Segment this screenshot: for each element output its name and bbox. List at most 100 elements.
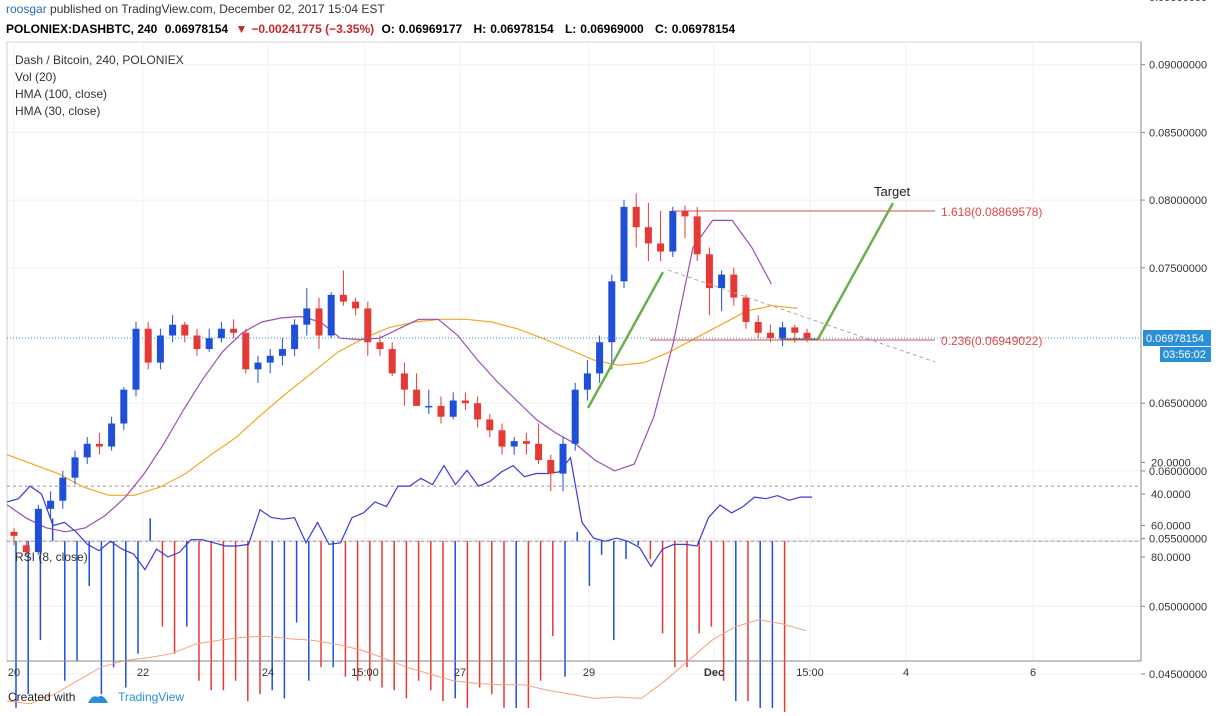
candle-body bbox=[791, 327, 799, 333]
price-tick-label: 0.06000000 bbox=[1149, 466, 1207, 478]
candle-body bbox=[108, 423, 116, 447]
candle-body bbox=[620, 206, 628, 282]
candle-body bbox=[83, 443, 91, 458]
target-label: Target bbox=[874, 184, 911, 199]
countdown-tag-label: 03:56:02 bbox=[1163, 349, 1206, 361]
candle-body bbox=[718, 274, 726, 289]
price-tick-label: 0.06500000 bbox=[1149, 398, 1207, 410]
price-tick-label: 0.07500000 bbox=[1149, 263, 1207, 275]
candle-body bbox=[364, 308, 372, 343]
tradingview-logo-icon bbox=[87, 695, 108, 703]
time-tick-label: 24 bbox=[262, 667, 274, 679]
fib-0236-label: 0.236(0.06949022) bbox=[941, 334, 1042, 348]
candle-body bbox=[632, 206, 640, 228]
candle-body bbox=[644, 227, 652, 244]
price-tick-label: 0.08000000 bbox=[1149, 195, 1207, 207]
candle-body bbox=[205, 338, 213, 350]
candle-body bbox=[59, 477, 67, 501]
countdown-tag bbox=[1160, 347, 1211, 362]
candle-body bbox=[254, 362, 262, 370]
hma100-line bbox=[6, 305, 798, 496]
candle-body bbox=[156, 335, 164, 363]
price-tick-label: 0.04500000 bbox=[1149, 669, 1207, 681]
chart-grid bbox=[6, 41, 1142, 675]
ohlc-header: POLONIEX:DASHBTC, 240 0.06978154 ▼ −0.002… bbox=[6, 22, 743, 36]
time-tick-label: 29 bbox=[583, 667, 595, 679]
volume-ma-line bbox=[6, 619, 807, 705]
open-label: O: bbox=[381, 22, 395, 36]
rsi-pane-frame bbox=[6, 540, 1142, 662]
rsi-tick-label: 40.0000 bbox=[1151, 489, 1191, 501]
candle-body bbox=[730, 274, 738, 298]
dashed-trendline bbox=[667, 269, 936, 363]
price-tick-label: 0.09000000 bbox=[1149, 60, 1207, 72]
candle-body bbox=[425, 405, 433, 408]
candle-body bbox=[669, 210, 677, 252]
candle-body bbox=[388, 349, 396, 374]
rsi-tick-label: 20.0000 bbox=[1151, 458, 1191, 470]
high-label: H: bbox=[473, 22, 487, 36]
time-tick-label: 27 bbox=[454, 667, 466, 679]
candle-body bbox=[474, 403, 482, 420]
candle-body bbox=[47, 500, 55, 509]
candle-body bbox=[705, 254, 713, 289]
high-value: 0.06978154 bbox=[490, 22, 554, 36]
candle-body bbox=[242, 332, 250, 370]
footer: Created with TradingView bbox=[8, 690, 184, 704]
open-value: 0.06969177 bbox=[398, 22, 463, 36]
candle-body bbox=[657, 243, 665, 252]
legend-vol[interactable]: Vol (20) bbox=[15, 70, 57, 84]
publish-info: roosgar published on TradingView.com, De… bbox=[6, 2, 385, 16]
candle-body bbox=[766, 332, 774, 339]
last-price-tag-label: 0.06978154 bbox=[1146, 333, 1204, 345]
candle-body bbox=[779, 327, 787, 339]
candle-body bbox=[742, 297, 750, 322]
legend-rsi[interactable]: RSI (8, close) bbox=[15, 550, 88, 564]
symbol-label: POLONIEX:DASHBTC, 240 bbox=[6, 22, 158, 36]
candle-body bbox=[217, 328, 225, 339]
hma30-line bbox=[6, 219, 772, 533]
legend-hma30[interactable]: HMA (30, close) bbox=[15, 104, 101, 118]
tradingview-link[interactable]: TradingView bbox=[118, 690, 185, 704]
time-tick-label: 20 bbox=[8, 667, 20, 679]
candle-body bbox=[547, 460, 555, 474]
last-price-tag bbox=[1143, 330, 1211, 346]
annotations: Target 1.618(0.08869578) 0.236(0.06949022) bbox=[7, 184, 1141, 409]
fib-1618-label: 1.618(0.08869578) bbox=[941, 205, 1042, 219]
candle-body bbox=[181, 324, 189, 336]
candle-body bbox=[339, 294, 347, 302]
chart-title[interactable]: Dash / Bitcoin, 240, POLONIEX bbox=[15, 53, 184, 67]
indicator-lines bbox=[6, 219, 812, 705]
candle-body bbox=[413, 389, 421, 406]
candle-body bbox=[754, 321, 762, 333]
candle-body bbox=[291, 324, 299, 350]
candle-body bbox=[461, 400, 469, 404]
close-label: C: bbox=[655, 22, 668, 36]
candle-body bbox=[583, 373, 591, 390]
rsi-tick-label: 60.0000 bbox=[1151, 521, 1191, 533]
candle-body bbox=[352, 301, 360, 309]
time-tick-label: 6 bbox=[1030, 667, 1036, 679]
candles bbox=[10, 193, 811, 555]
publisher-link[interactable]: roosgar bbox=[6, 2, 47, 16]
rsi-band bbox=[7, 485, 1141, 542]
rsi-tick-label: 80.0000 bbox=[1151, 552, 1191, 564]
candle-body bbox=[803, 332, 811, 339]
candle-body bbox=[95, 443, 103, 447]
axes: 0.110000000.105000000.100000000.09500000… bbox=[7, 0, 1211, 681]
candle-body bbox=[315, 308, 323, 336]
candle-body bbox=[449, 400, 457, 417]
low-value: 0.06969000 bbox=[580, 22, 644, 36]
candle-body bbox=[693, 216, 701, 255]
candle-body bbox=[437, 405, 445, 417]
candle-body bbox=[10, 531, 18, 536]
created-with-label: Created with bbox=[8, 690, 76, 704]
price-change: −0.00241775 (−3.35%) bbox=[251, 22, 375, 36]
legend-hma100[interactable]: HMA (100, close) bbox=[15, 87, 108, 101]
candle-body bbox=[510, 441, 518, 447]
candle-body bbox=[498, 430, 506, 447]
price-tick-label: 0.08500000 bbox=[1149, 127, 1207, 139]
candle-body bbox=[303, 308, 311, 325]
candle-body bbox=[571, 389, 579, 444]
